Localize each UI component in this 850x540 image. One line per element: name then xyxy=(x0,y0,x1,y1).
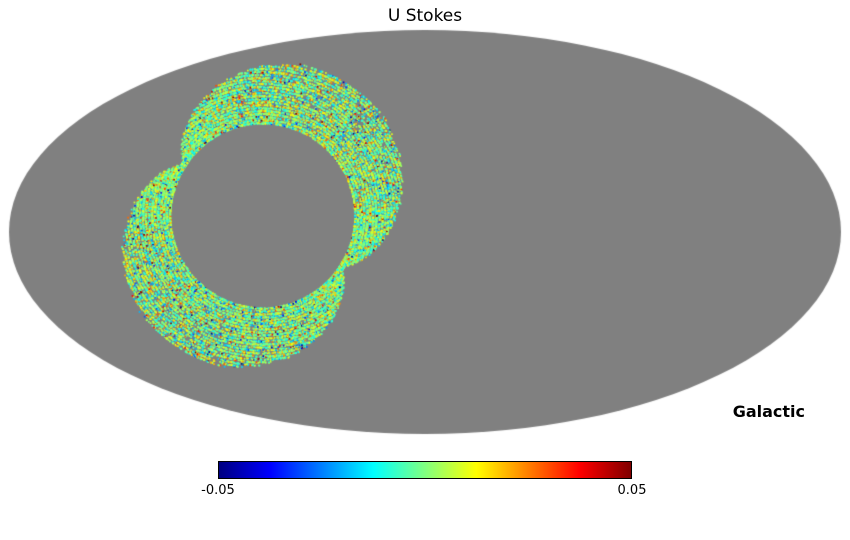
coordinate-system-label: Galactic xyxy=(732,402,805,421)
chart-title: U Stokes xyxy=(387,6,463,26)
colorbar-container: -0.05 0.05 xyxy=(201,461,646,503)
colorbar-min-label: -0.05 xyxy=(201,483,235,498)
colorbar-gradient xyxy=(218,461,632,479)
colorbar-max-label: 0.05 xyxy=(617,483,647,498)
